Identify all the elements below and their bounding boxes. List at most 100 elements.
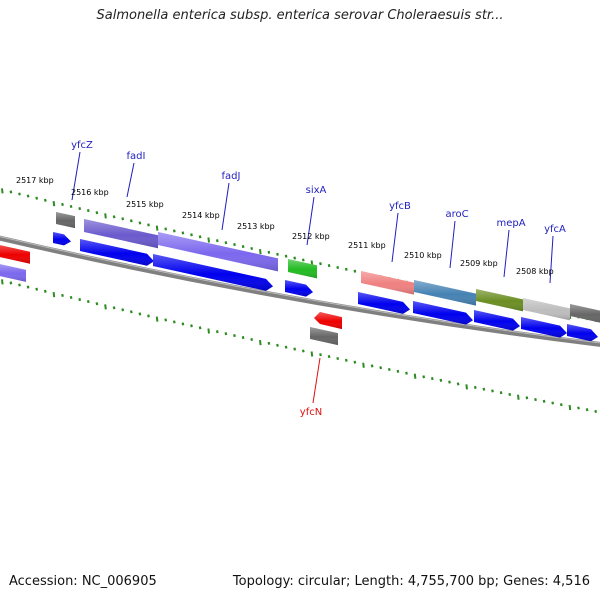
- scale-tick: [164, 318, 168, 322]
- connector-mepA: [503, 229, 510, 278]
- scale-tick: [190, 233, 193, 237]
- scale-tick: [250, 337, 254, 342]
- yfcA-cog[interactable]: [523, 298, 570, 321]
- scale-tick: [422, 375, 426, 379]
- scale-tick: [319, 262, 322, 266]
- scale-tick: [327, 355, 331, 359]
- scale-tick: [585, 408, 589, 412]
- right-edge-cds[interactable]: [567, 324, 598, 342]
- left-edge-cog[interactable]: [0, 263, 26, 282]
- gene-label-mepA[interactable]: mepA: [496, 218, 525, 229]
- scale-label-kbp-2511: 2511 kbp: [348, 241, 386, 250]
- scale-tick: [147, 314, 150, 318]
- sixA-cog[interactable]: [288, 259, 317, 279]
- backbone-line: [0, 235, 600, 347]
- scale-tick: [482, 387, 486, 391]
- aroC-cog[interactable]: [414, 280, 476, 306]
- scale-tick: [293, 256, 297, 260]
- scale-tick: [310, 351, 314, 357]
- mepA-cog[interactable]: [476, 289, 523, 312]
- yfcZ-cds[interactable]: [53, 232, 71, 246]
- scale-tick: [207, 328, 210, 334]
- scale-tick: [344, 267, 348, 271]
- scale-tick: [69, 204, 73, 209]
- scale-tick: [267, 341, 271, 345]
- scale-tick: [594, 409, 598, 413]
- scale-tick: [370, 364, 374, 368]
- scale-tick: [301, 258, 305, 262]
- gene-label-yfcZ[interactable]: yfcZ: [71, 140, 93, 151]
- map-labels: 2517 kbp 2516 kbp 2515 kbp 2514 kbp 2513 kbp…: [16, 140, 566, 418]
- gene-label-fadJ[interactable]: fadJ: [222, 171, 241, 182]
- scale-tick: [259, 339, 262, 346]
- gene-label-yfcN[interactable]: yfcN: [300, 407, 322, 418]
- scale-tick: [267, 250, 271, 254]
- scale-tick: [43, 198, 47, 202]
- scale-label-kbp-2512: 2512 kbp: [292, 232, 330, 241]
- scale-tick: [568, 404, 572, 411]
- scale-tick: [353, 269, 357, 273]
- scale-tick: [387, 367, 391, 372]
- scale-tick: [448, 380, 451, 384]
- scale-tick: [198, 326, 202, 330]
- genome-summary: Topology: circular; Length: 4,755,700 bp…: [232, 574, 590, 589]
- scale-tick: [551, 401, 555, 405]
- fadJ-cds[interactable]: [153, 254, 273, 291]
- sixA-cds[interactable]: [285, 280, 313, 297]
- gene-label-aroC[interactable]: aroC: [445, 209, 468, 220]
- scale-tick: [542, 399, 546, 403]
- gene-label-fadI[interactable]: fadI: [127, 151, 146, 162]
- map-title: Salmonella enterica subsp. enterica sero…: [96, 8, 504, 23]
- scale-tick: [250, 246, 254, 251]
- connector-yfcB: [391, 212, 399, 263]
- scale-tick: [284, 345, 288, 349]
- scale-tick: [559, 403, 563, 407]
- scale-tick: [181, 231, 185, 235]
- scale-tick: [534, 398, 537, 402]
- connector-sixA: [306, 196, 315, 246]
- scale-tick: [241, 336, 245, 340]
- yfcN-cog[interactable]: [310, 327, 338, 346]
- scale-tick: [26, 194, 30, 198]
- yfcB-cog[interactable]: [361, 271, 414, 295]
- fadI-cog[interactable]: [84, 219, 158, 249]
- aroC-cds[interactable]: [413, 301, 473, 325]
- scale-tick: [138, 221, 142, 225]
- yfcN-gene[interactable]: [314, 312, 342, 330]
- gene-label-sixA[interactable]: sixA: [306, 185, 327, 196]
- connector-fadI: [126, 162, 135, 198]
- scale-tick: [190, 324, 193, 328]
- genome-backbone: [0, 235, 600, 347]
- yfcZ-cog[interactable]: [56, 212, 75, 229]
- scale-tick: [95, 302, 99, 306]
- scale-tick: [233, 334, 236, 338]
- scale-tick: [301, 349, 305, 353]
- connector-yfcZ: [71, 151, 81, 201]
- scale-tick: [155, 225, 159, 231]
- scale-tick: [491, 389, 494, 393]
- fadJ-cog[interactable]: [158, 232, 278, 272]
- yfcA-cds[interactable]: [521, 317, 567, 338]
- scale-tick: [164, 227, 168, 231]
- gene-label-yfcA[interactable]: yfcA: [544, 224, 566, 235]
- scale-tick: [69, 295, 73, 300]
- mepA-cds[interactable]: [474, 310, 520, 331]
- scale-tick: [336, 356, 340, 361]
- scale-tick: [138, 312, 142, 316]
- right-edge-cog[interactable]: [570, 304, 600, 324]
- left-edge-gene[interactable]: [0, 244, 30, 264]
- scale-label-kbp-2516: 2516 kbp: [71, 188, 109, 197]
- scale-tick: [284, 254, 288, 258]
- scale-tick: [9, 281, 13, 285]
- scale-label-kbp-2517: 2517 kbp: [16, 176, 54, 185]
- scale-tick: [147, 223, 150, 227]
- accession-label: Accession: NC_006905: [9, 574, 157, 589]
- yfcB-cds[interactable]: [358, 292, 410, 314]
- scale-tick: [327, 264, 331, 268]
- scale-tick: [224, 241, 228, 245]
- fadI-cds[interactable]: [80, 239, 154, 266]
- gene-label-yfcB[interactable]: yfcB: [389, 201, 411, 212]
- scale-tick: [233, 243, 236, 247]
- scale-tick: [259, 248, 262, 255]
